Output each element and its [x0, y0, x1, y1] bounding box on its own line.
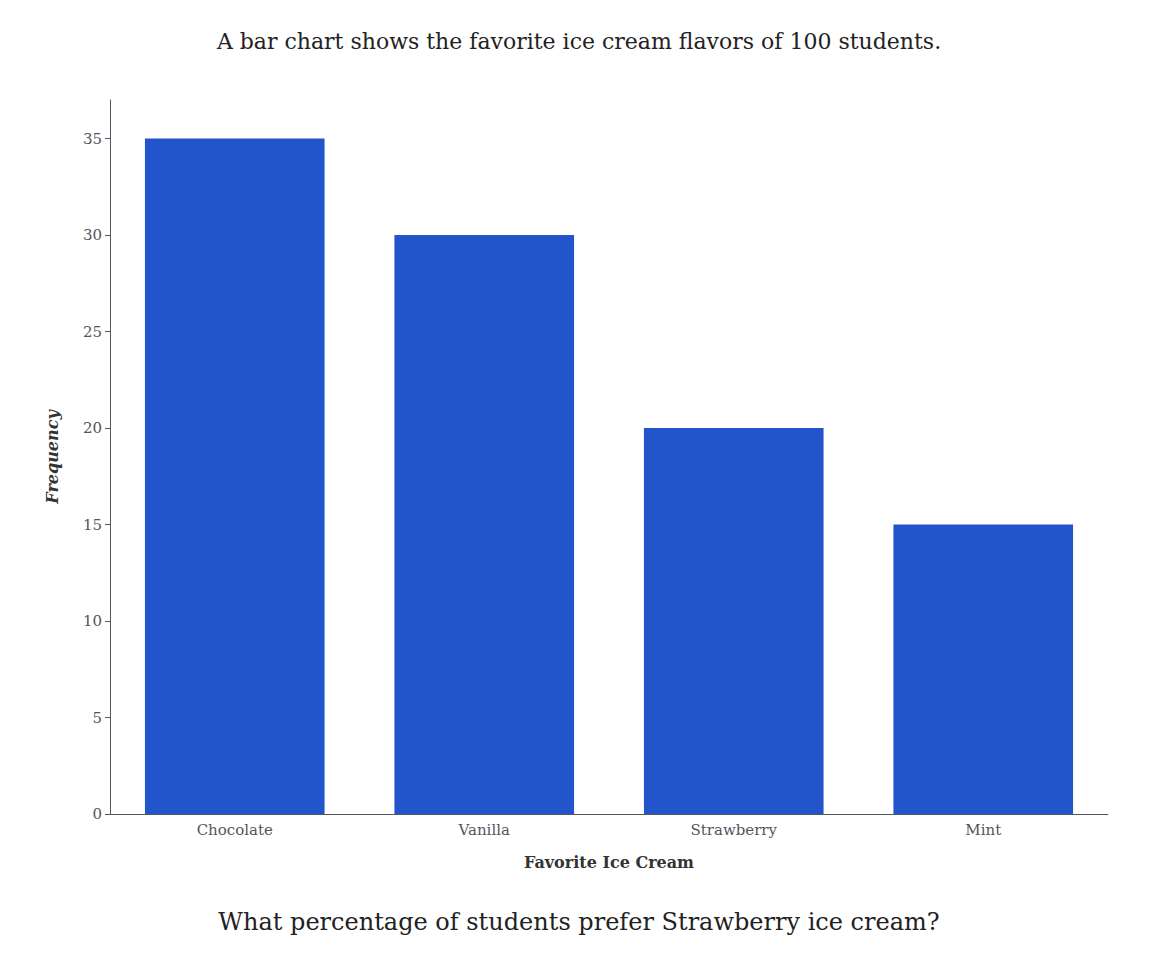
svg-text:35: 35 [83, 130, 102, 148]
svg-text:Chocolate: Chocolate [197, 821, 273, 839]
svg-text:Frequency: Frequency [43, 409, 62, 505]
svg-text:25: 25 [83, 323, 102, 341]
svg-text:20: 20 [83, 419, 102, 437]
svg-text:5: 5 [92, 709, 102, 727]
svg-text:0: 0 [92, 805, 102, 823]
svg-text:Mint: Mint [965, 821, 1001, 839]
svg-text:Vanilla: Vanilla [458, 821, 510, 839]
svg-text:Strawberry: Strawberry [690, 821, 777, 839]
svg-text:A bar chart shows the favorite: A bar chart shows the favorite ice cream… [216, 29, 941, 54]
svg-text:What percentage of students pr: What percentage of students prefer Straw… [218, 908, 939, 936]
svg-text:15: 15 [83, 516, 102, 534]
svg-text:Favorite Ice Cream: Favorite Ice Cream [524, 853, 694, 872]
svg-text:10: 10 [83, 612, 102, 630]
svg-text:30: 30 [83, 226, 102, 244]
